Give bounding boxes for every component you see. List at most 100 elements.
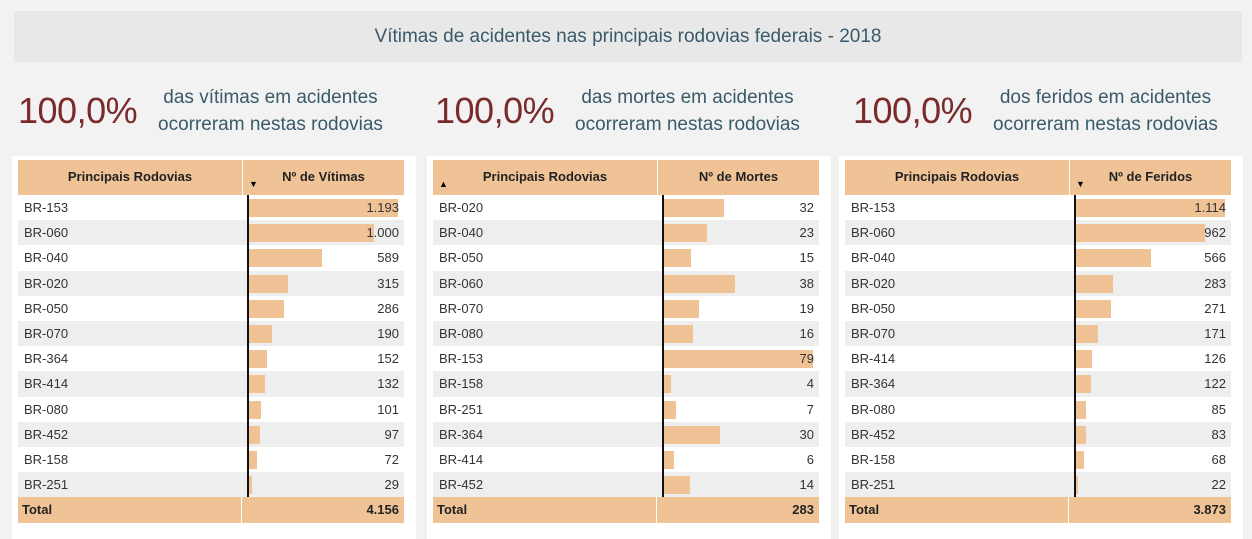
table-row[interactable]: BR-414 132: [18, 371, 404, 397]
value-label: 79: [799, 351, 814, 367]
value-cell: 79: [663, 346, 819, 371]
table-row[interactable]: BR-364 122: [845, 371, 1231, 397]
road-name: BR-060: [24, 225, 69, 241]
total-row: Total 4.156: [18, 497, 404, 524]
table-row[interactable]: BR-020 32: [433, 195, 819, 220]
table-row[interactable]: BR-153 1.114: [845, 195, 1231, 220]
value-label: 83: [1211, 426, 1226, 442]
road-name: BR-251: [851, 477, 896, 493]
value-cell: 4: [663, 371, 819, 396]
table-row[interactable]: BR-158 4: [433, 371, 819, 397]
data-bar: [248, 299, 284, 318]
table-row[interactable]: BR-153 79: [433, 346, 819, 371]
kpi-victims-desc: das vítimas em acidentes ocorreram nesta…: [158, 84, 383, 138]
kpi-deaths: 100,0% das mortes em acidentes ocorreram…: [435, 82, 800, 140]
column-header-value[interactable]: Nº de Vítimas ▼: [242, 160, 404, 195]
value-label: 68: [1211, 451, 1226, 467]
table-row[interactable]: BR-050 15: [433, 245, 819, 270]
value-cell: 315: [248, 271, 404, 296]
table-row[interactable]: BR-080 16: [433, 320, 819, 347]
road-name: BR-364: [24, 351, 69, 367]
value-label: 286: [377, 300, 399, 316]
table-row[interactable]: BR-153 1.193: [18, 195, 404, 220]
road-name: BR-153: [439, 351, 484, 367]
road-name: BR-452: [851, 426, 896, 442]
table-row[interactable]: BR-080 85: [845, 397, 1231, 422]
road-name: BR-070: [851, 325, 896, 341]
column-header-road[interactable]: Principais Rodovias: [18, 160, 242, 195]
value-cell: 6: [663, 447, 819, 472]
table-row[interactable]: BR-158 68: [845, 447, 1231, 472]
column-header-value-label: Nº de Vítimas: [282, 169, 365, 184]
table-header: Principais Rodovias ▲ Nº de Mortes: [433, 160, 819, 195]
table-row[interactable]: BR-070 19: [433, 296, 819, 321]
table-row[interactable]: BR-070 171: [845, 320, 1231, 347]
kpi-deaths-line2: ocorreram nestas rodovias: [575, 114, 800, 135]
table-row[interactable]: BR-251 29: [18, 472, 404, 498]
data-bar: [1075, 274, 1114, 293]
table-row[interactable]: BR-452 14: [433, 472, 819, 498]
kpi-injured-pct: 100,0%: [853, 90, 973, 131]
column-header-road-label: Principais Rodovias: [482, 169, 608, 184]
road-name: BR-158: [439, 376, 484, 392]
table-row[interactable]: BR-040 566: [845, 245, 1231, 270]
road-name: BR-040: [851, 250, 896, 266]
table-row[interactable]: BR-050 271: [845, 296, 1231, 321]
sort-ascending-icon[interactable]: ▲: [439, 179, 448, 189]
sort-descending-icon[interactable]: ▼: [249, 179, 258, 189]
table-row[interactable]: BR-364 30: [433, 421, 819, 447]
table-row[interactable]: BR-414 6: [433, 447, 819, 472]
table-row[interactable]: BR-060 962: [845, 220, 1231, 246]
data-bar: [663, 274, 736, 293]
table-row[interactable]: BR-414 126: [845, 346, 1231, 371]
kpi-injured-desc: dos feridos em acidentes ocorreram nesta…: [993, 84, 1218, 138]
value-label: 15: [799, 250, 814, 266]
injured-table: Principais Rodovias Nº de Feridos ▼ BR-153 1…: [845, 160, 1231, 524]
column-header-value[interactable]: Nº de Mortes: [657, 160, 819, 195]
value-cell: 14: [663, 472, 819, 497]
column-header-road-label: Principais Rodovias: [894, 169, 1020, 184]
data-bar: [663, 249, 692, 268]
table-row[interactable]: BR-040 23: [433, 220, 819, 246]
kpi-victims-pct: 100,0%: [18, 90, 138, 131]
table-row[interactable]: BR-364 152: [18, 346, 404, 371]
value-label: 97: [384, 426, 399, 442]
table-row[interactable]: BR-158 72: [18, 447, 404, 472]
table-row[interactable]: BR-080 101: [18, 397, 404, 422]
total-row: Total 3.873: [845, 497, 1231, 524]
value-cell: 15: [663, 245, 819, 270]
data-bar: [663, 350, 813, 369]
road-name: BR-364: [439, 426, 484, 442]
sort-descending-icon[interactable]: ▼: [1076, 179, 1085, 189]
value-label: 6: [806, 451, 814, 467]
data-bar: [1075, 476, 1078, 495]
table-row[interactable]: BR-452 83: [845, 421, 1231, 447]
value-label: 30: [799, 426, 814, 442]
table-row[interactable]: BR-060 38: [433, 270, 819, 296]
road-name: BR-080: [24, 401, 69, 417]
table-row[interactable]: BR-251 22: [845, 472, 1231, 498]
column-header-value[interactable]: Nº de Feridos ▼: [1069, 160, 1231, 195]
table-row[interactable]: BR-050 286: [18, 296, 404, 321]
data-bar: [663, 324, 694, 343]
road-name: BR-251: [439, 401, 484, 417]
total-value: 3.873: [1193, 502, 1226, 518]
road-name: BR-020: [24, 275, 69, 291]
table-row[interactable]: BR-020 283: [845, 270, 1231, 296]
table-row[interactable]: BR-452 97: [18, 421, 404, 447]
column-header-road[interactable]: Principais Rodovias: [845, 160, 1069, 195]
data-bar: [1075, 199, 1225, 217]
data-bar: [1075, 224, 1205, 243]
value-label: 14: [799, 477, 814, 493]
value-cell: 38: [663, 271, 819, 296]
table-row[interactable]: BR-070 190: [18, 320, 404, 347]
table-row[interactable]: BR-020 315: [18, 270, 404, 296]
column-header-road[interactable]: Principais Rodovias ▲: [433, 160, 657, 195]
table-row[interactable]: BR-251 7: [433, 397, 819, 422]
value-cell: 122: [1075, 371, 1231, 396]
table-row[interactable]: BR-040 589: [18, 245, 404, 270]
table-row[interactable]: BR-060 1.000: [18, 220, 404, 246]
road-name: BR-080: [439, 325, 484, 341]
table-header: Principais Rodovias Nº de Feridos ▼: [845, 160, 1231, 195]
total-label: Total: [433, 497, 657, 524]
